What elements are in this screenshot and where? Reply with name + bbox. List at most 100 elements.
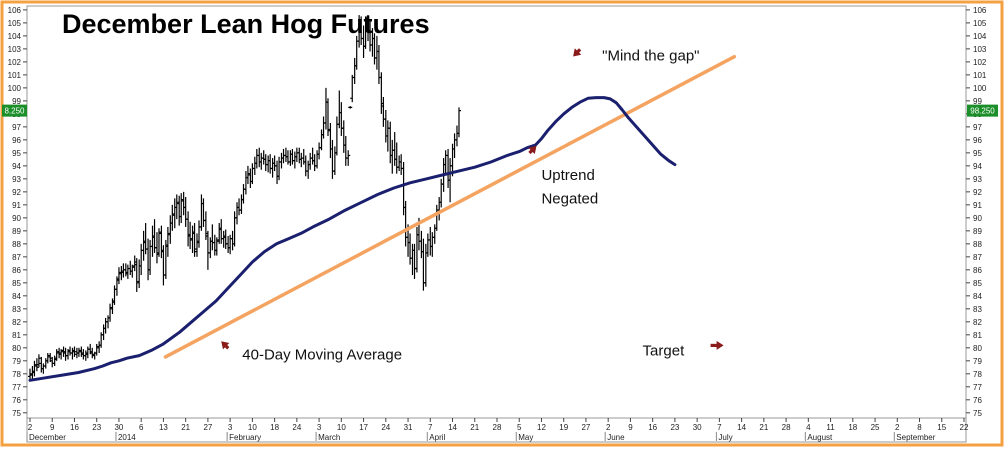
y-tick-label-right: 88 bbox=[973, 240, 982, 249]
x-tick-label: 24 bbox=[381, 423, 390, 432]
price-bar bbox=[108, 303, 113, 322]
price-bar bbox=[214, 237, 219, 256]
x-tick-label: 3 bbox=[317, 423, 322, 432]
price-bar bbox=[188, 221, 193, 250]
y-tick-label-right: 76 bbox=[973, 396, 982, 405]
y-tick-label-right: 80 bbox=[973, 344, 982, 353]
y-tick-label-left: 78 bbox=[12, 370, 21, 379]
last-price-labels: 8.250 98.250 bbox=[2, 104, 998, 117]
x-tick-label: 15 bbox=[937, 423, 946, 432]
x-tick-label: 23 bbox=[670, 423, 679, 432]
price-bar bbox=[346, 150, 351, 166]
y-tick-label-right: 96 bbox=[973, 136, 982, 145]
annotation-label: 40-Day Moving Average bbox=[242, 346, 402, 363]
price-bar bbox=[32, 360, 37, 377]
annotations: "Mind the gap" Uptrend Negated 40-Day Movin… bbox=[221, 47, 724, 363]
y-tick-label-left: 88 bbox=[12, 240, 21, 249]
y-tick-label-right: 105 bbox=[973, 19, 987, 28]
y-tick-label-right: 85 bbox=[973, 279, 982, 288]
annotation-arrow-icon bbox=[528, 145, 537, 155]
y-tick-label-left: 82 bbox=[12, 318, 21, 327]
month-label: June bbox=[607, 433, 625, 442]
x-tick-label: 3 bbox=[228, 423, 233, 432]
overlay-lines bbox=[28, 54, 737, 382]
annotation-label: Uptrend bbox=[541, 167, 594, 184]
price-bar bbox=[179, 193, 184, 224]
uptrend-line bbox=[163, 54, 737, 359]
price-bar bbox=[59, 349, 64, 360]
y-tick-label-right: 84 bbox=[973, 292, 982, 301]
y-tick-label-right: 75 bbox=[973, 409, 982, 418]
price-bar bbox=[456, 107, 461, 138]
x-tick-label: 25 bbox=[871, 423, 880, 432]
x-tick-label: 28 bbox=[782, 423, 791, 432]
month-label: 2014 bbox=[118, 433, 136, 442]
y-tick-label-right: 86 bbox=[973, 266, 982, 275]
annotation-arrow-icon bbox=[221, 341, 230, 350]
x-tick-label: 7 bbox=[717, 423, 722, 432]
y-tick-label-left: 101 bbox=[8, 71, 22, 80]
month-label: August bbox=[807, 433, 833, 442]
y-tick-label-left: 79 bbox=[12, 357, 21, 366]
y-tick-label-left: 85 bbox=[12, 279, 21, 288]
y-tick-label-right: 79 bbox=[973, 357, 982, 366]
y-tick-label-right: 82 bbox=[973, 318, 982, 327]
y-tick-label-right: 104 bbox=[973, 32, 987, 41]
y-tick-label-right: 83 bbox=[973, 305, 982, 314]
x-tick-label: 4 bbox=[806, 423, 811, 432]
month-label: July bbox=[718, 433, 732, 442]
x-tick-label: 22 bbox=[960, 423, 969, 432]
price-bars bbox=[28, 15, 461, 380]
y-tick-label-right: 91 bbox=[973, 201, 982, 210]
price-bar bbox=[170, 204, 175, 231]
price-bar bbox=[45, 353, 50, 364]
y-tick-label-left: 76 bbox=[12, 396, 21, 405]
y-tick-label-left: 83 bbox=[12, 305, 21, 314]
month-label: February bbox=[229, 433, 261, 442]
y-tick-label-left: 103 bbox=[8, 45, 22, 54]
y-tick-label-right: 103 bbox=[973, 45, 987, 54]
annotation-label: Target bbox=[643, 342, 686, 359]
month-label: April bbox=[429, 433, 445, 442]
x-tick-label: 19 bbox=[559, 423, 568, 432]
y-tick-label-left: 89 bbox=[12, 227, 21, 236]
x-tick-label: 8 bbox=[917, 423, 922, 432]
date-axis: 2 9 16 23 30 6 13 21 27 3 10 18 24 3 10 17 24 31 7 14 21 28 5 1… bbox=[26, 418, 969, 442]
y-tick-label-right: 100 bbox=[973, 84, 987, 93]
y-tick-label-left: 105 bbox=[8, 19, 22, 28]
x-tick-label: 6 bbox=[139, 423, 144, 432]
x-tick-label: 2 bbox=[606, 423, 611, 432]
y-tick-label-left: 95 bbox=[12, 149, 21, 158]
y-tick-label-left: 93 bbox=[12, 175, 21, 184]
y-tick-label-left: 102 bbox=[8, 58, 22, 67]
price-bar bbox=[245, 165, 250, 185]
last-price-badge-left bbox=[2, 104, 27, 117]
y-tick-label-left: 86 bbox=[12, 266, 21, 275]
x-tick-label: 2 bbox=[895, 423, 900, 432]
price-bar bbox=[156, 228, 161, 257]
x-tick-label: 10 bbox=[248, 423, 257, 432]
last-price-text-right: 98.250 bbox=[970, 107, 995, 116]
y-tick-label-left: 81 bbox=[12, 331, 21, 340]
y-tick-label-left: 80 bbox=[12, 344, 21, 353]
y-tick-label-right: 81 bbox=[973, 331, 982, 340]
x-tick-label: 9 bbox=[628, 423, 633, 432]
y-tick-label-left: 96 bbox=[12, 136, 21, 145]
annotation-arrow-icon bbox=[710, 340, 724, 350]
x-tick-label: 27 bbox=[581, 423, 590, 432]
x-tick-label: 14 bbox=[448, 423, 457, 432]
x-tick-label: 11 bbox=[826, 423, 835, 432]
y-tick-label-right: 90 bbox=[973, 214, 982, 223]
y-tick-label-right: 92 bbox=[973, 188, 982, 197]
y-tick-label-right: 102 bbox=[973, 58, 987, 67]
x-tick-label: 21 bbox=[759, 423, 768, 432]
price-bar bbox=[348, 106, 353, 109]
y-tick-label-right: 101 bbox=[973, 71, 987, 80]
arrow-head bbox=[716, 340, 724, 350]
x-tick-label: 18 bbox=[848, 423, 857, 432]
left-price-axis: 75 76 77 78 79 80 81 82 83 84 85 86 87 88 89 90 91 92 93 94… bbox=[8, 6, 27, 418]
x-tick-label: 31 bbox=[404, 423, 413, 432]
